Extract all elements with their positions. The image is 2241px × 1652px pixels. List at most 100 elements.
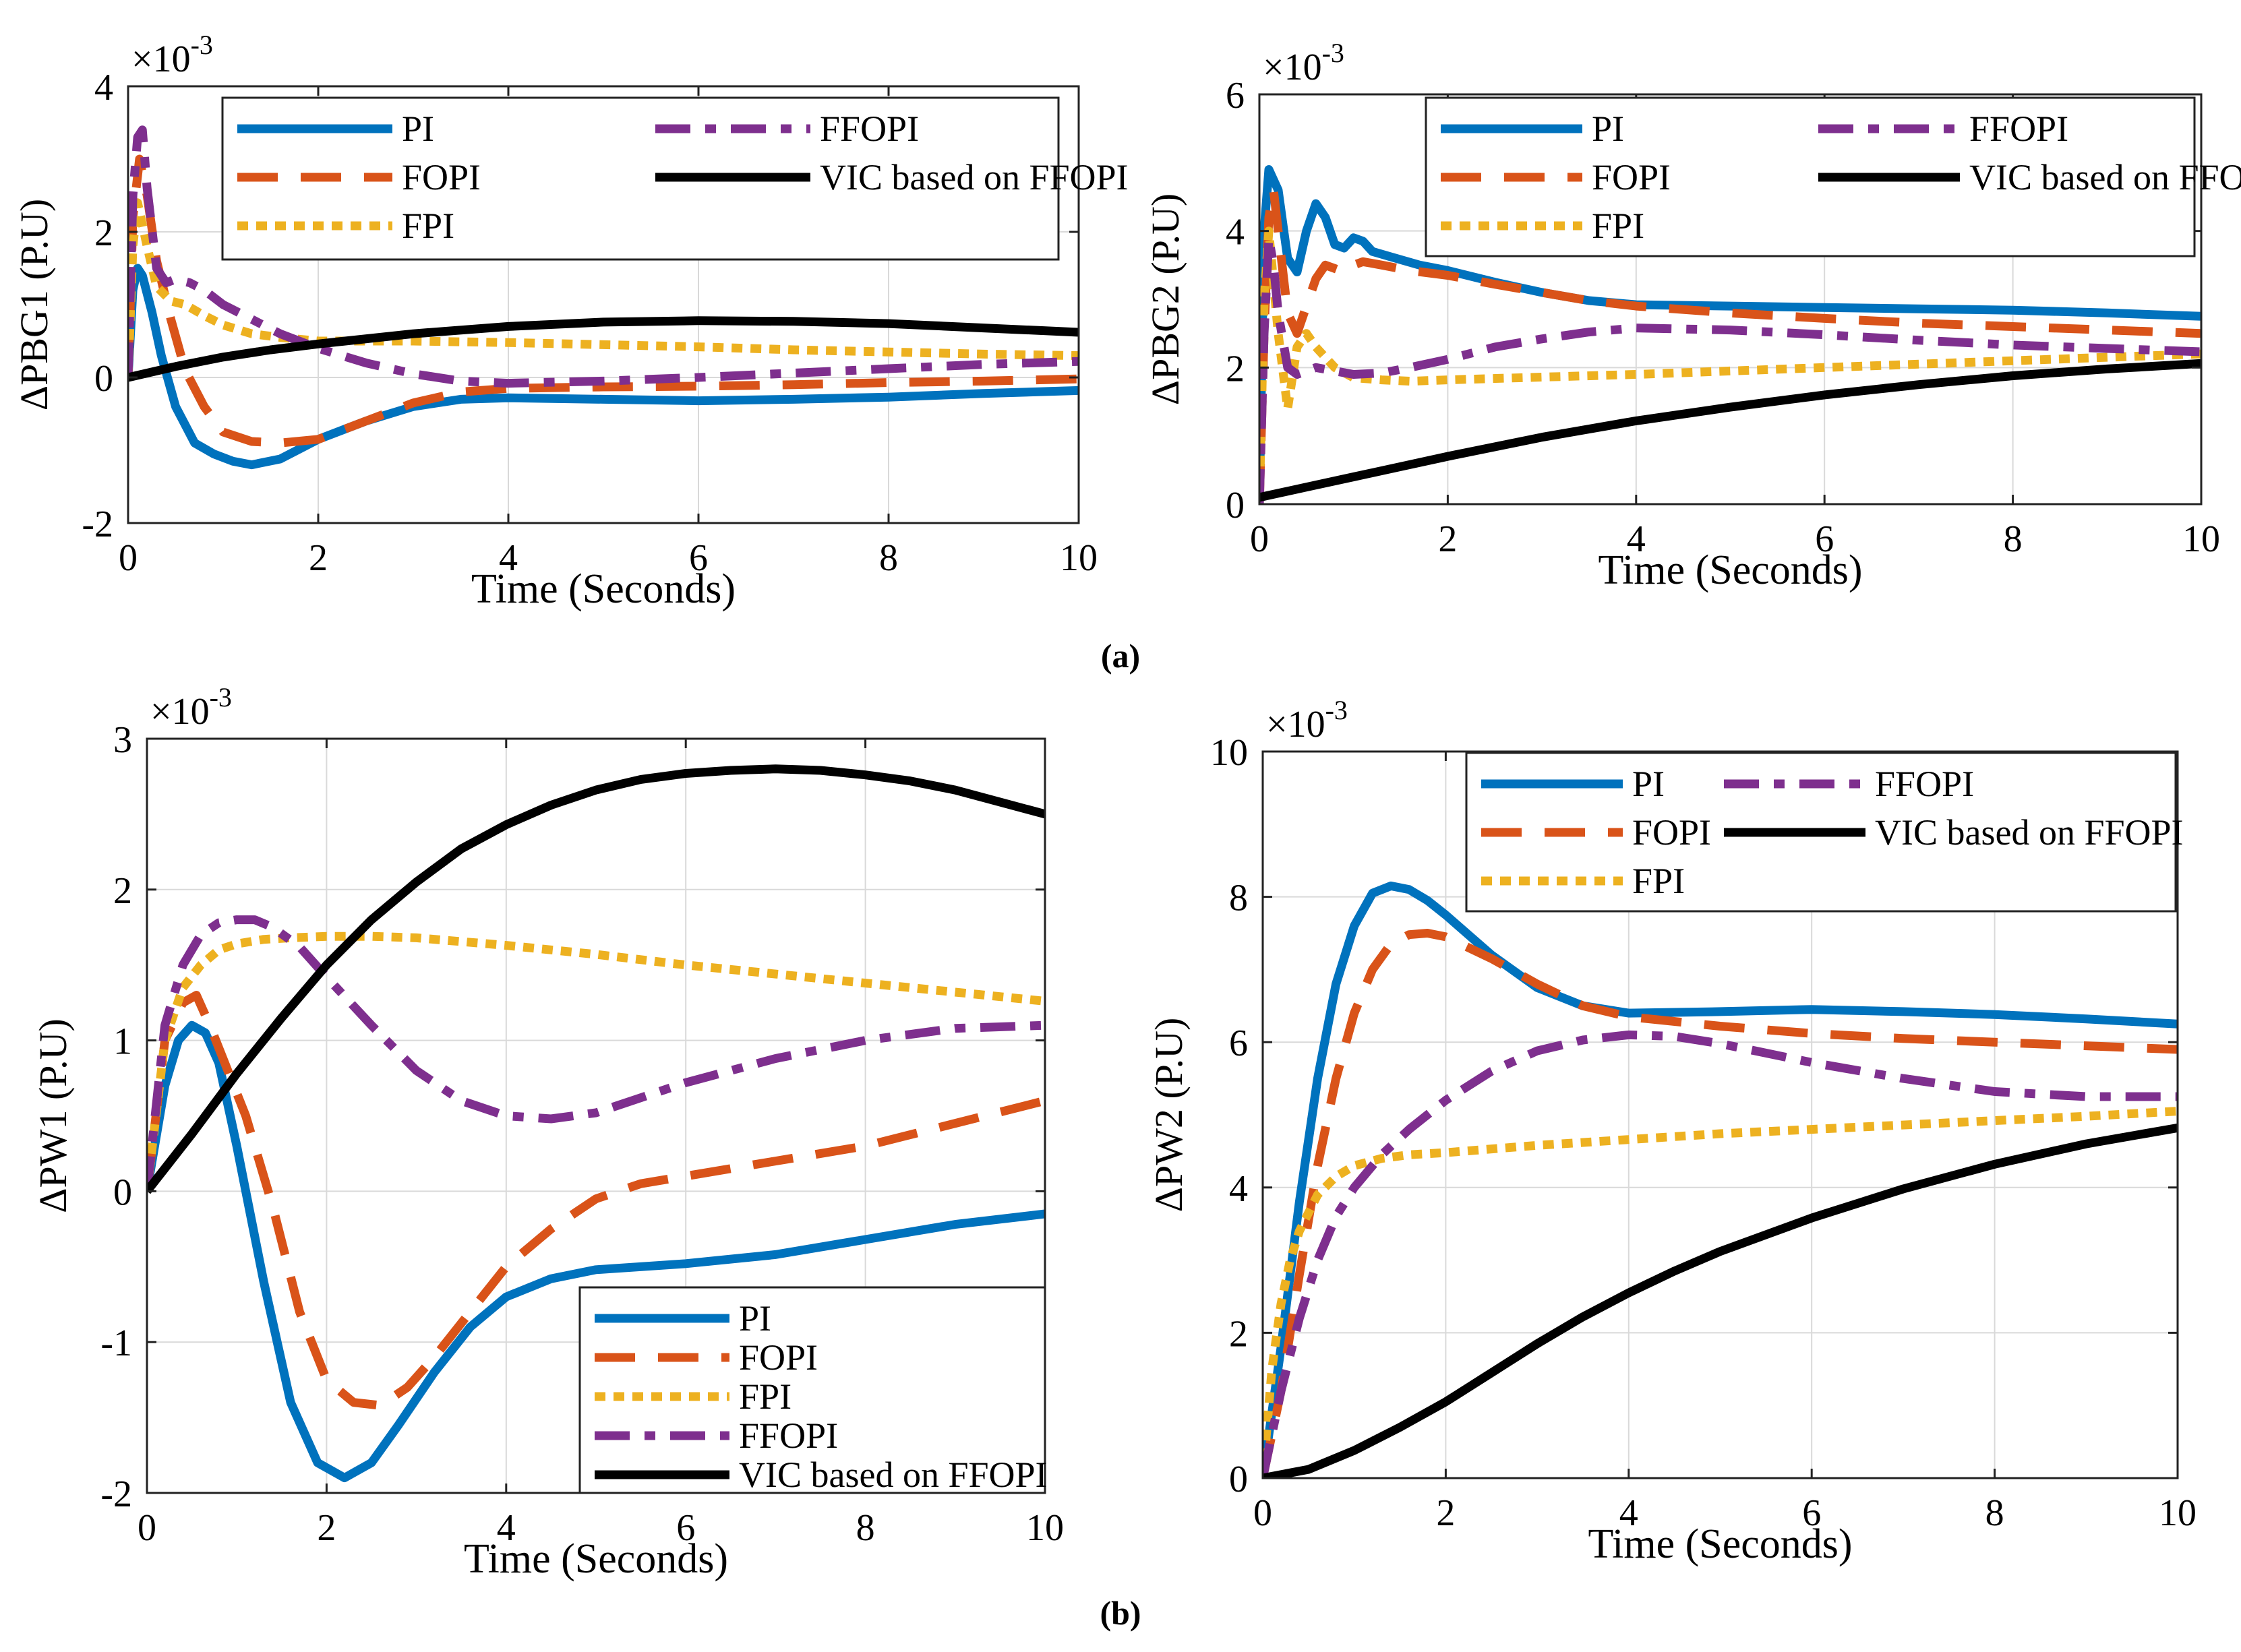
- legend-label-ffopi: FFOPI: [739, 1415, 838, 1456]
- caption-b: (b): [1100, 1594, 1141, 1632]
- x-tick-label: 6: [1815, 518, 1834, 560]
- axis-multiplier-exponent: -3: [1325, 695, 1348, 725]
- x-tick-label: 0: [138, 1507, 156, 1549]
- x-tick-label: 10: [1026, 1507, 1064, 1549]
- series-line-ffopi: [1263, 1030, 2178, 1478]
- y-tick-label: 0: [1229, 1459, 1248, 1500]
- x-tick-label: 4: [1627, 518, 1646, 560]
- y-tick-label: 2: [94, 212, 113, 254]
- y-axis-label: ΔPW1 (P.U): [31, 1018, 75, 1213]
- y-tick-label: 8: [1229, 878, 1248, 919]
- legend-label-fopi: FOPI: [1592, 157, 1671, 197]
- legend-label-ffopi: FFOPI: [1875, 764, 1974, 804]
- axes-box: [1258, 93, 2203, 506]
- legend-label-fpi: FPI: [402, 206, 454, 246]
- legend-label-pi: PI: [1632, 764, 1665, 804]
- axes-box: [127, 85, 1080, 524]
- x-tick-label: 0: [1250, 518, 1269, 560]
- x-axis-label: Time (Seconds): [464, 1536, 728, 1582]
- series-line-fopi: [147, 991, 1045, 1410]
- x-tick-label: 8: [2004, 518, 2023, 560]
- x-tick-label: 4: [1619, 1492, 1638, 1534]
- x-tick-label: 6: [689, 537, 708, 579]
- y-tick-label: 4: [1229, 1168, 1248, 1210]
- legend-label-ffopi: FFOPI: [820, 109, 919, 149]
- legend-label-vic-based-on-ffopi: VIC based on FFOPI: [739, 1455, 1048, 1495]
- y-tick-label: 2: [1229, 1313, 1248, 1355]
- caption-a: (a): [1101, 637, 1140, 675]
- y-tick-label: 4: [1226, 212, 1245, 253]
- series-lines: [1263, 881, 2178, 1478]
- axes-box: [1261, 750, 2179, 1479]
- series-line-pi: [1263, 881, 2178, 1478]
- x-tick-label: 0: [1253, 1492, 1272, 1534]
- y-tick-label: -2: [100, 1473, 132, 1515]
- y-tick-label: -2: [82, 503, 113, 545]
- y-axis-label: ΔPBG1 (P.U): [12, 199, 56, 410]
- legend-label-pi: PI: [1592, 109, 1624, 149]
- x-tick-label: 2: [317, 1507, 336, 1549]
- x-axis-label: Time (Seconds): [471, 566, 736, 612]
- series-line-pi: [147, 1020, 1045, 1483]
- legend-label-fopi: FOPI: [402, 157, 481, 197]
- x-tick-label: 10: [1060, 537, 1098, 579]
- legend-label-vic-based-on-ffopi: VIC based on FFOPI: [1875, 812, 2184, 853]
- y-tick-label: 3: [113, 719, 132, 761]
- x-axis-label: Time (Seconds): [1588, 1521, 1852, 1567]
- series-line-vic-based-on-ffopi: [147, 764, 1045, 1194]
- series-line-vic-based-on-ffopi: [1263, 1123, 2178, 1478]
- y-axis-label: ΔPW2 (P.U): [1147, 1018, 1191, 1213]
- y-tick-label: 0: [1226, 485, 1245, 526]
- x-tick-label: 8: [879, 537, 898, 579]
- y-tick-label: 2: [113, 870, 132, 912]
- legend-label-ffopi: FFOPI: [1969, 109, 2068, 149]
- x-tick-label: 6: [676, 1507, 695, 1549]
- legend-label-vic-based-on-ffopi: VIC based on FFOPI: [820, 157, 1129, 197]
- series-line-fpi: [147, 931, 1045, 1192]
- y-tick-label: 6: [1226, 75, 1245, 117]
- series-line-vic-based-on-ffopi: [1259, 359, 2201, 502]
- legend: PI FFOPI FOPI VIC based on FFOPI FPI: [1425, 96, 2241, 257]
- x-tick-label: 8: [1985, 1492, 2004, 1534]
- legend-label-pi: PI: [739, 1298, 771, 1339]
- x-tick-label: 4: [497, 1507, 516, 1549]
- axis-multiplier-exponent: -3: [1322, 38, 1344, 68]
- y-tick-label: 2: [1226, 348, 1245, 390]
- series-line-fopi: [128, 154, 1079, 448]
- x-axis-label: Time (Seconds): [1598, 547, 1862, 593]
- y-tick-label: 1: [113, 1021, 132, 1063]
- axis-multiplier-exponent: -3: [210, 682, 232, 712]
- series-line-pi: [1259, 165, 2201, 504]
- series-line-fopi: [1263, 929, 2178, 1478]
- y-tick-label: 10: [1210, 732, 1248, 774]
- series-lines: [128, 125, 1079, 470]
- x-tick-label: 0: [119, 537, 138, 579]
- series-line-fpi: [1263, 1107, 2178, 1478]
- legend: PI FFOPI FOPI VIC based on FFOPI FPI: [1465, 752, 2184, 913]
- y-tick-label: -1: [100, 1322, 132, 1364]
- y-tick-label: 6: [1229, 1022, 1248, 1064]
- y-tick-label: 4: [94, 67, 113, 109]
- legend-label-fopi: FOPI: [1632, 812, 1711, 853]
- series-lines: [1259, 165, 2201, 504]
- series-line-fopi: [1259, 185, 2201, 504]
- y-axis-label: ΔPBG2 (P.U): [1143, 193, 1187, 405]
- legend-label-fopi: FOPI: [739, 1337, 818, 1378]
- x-tick-label: 4: [499, 537, 518, 579]
- x-tick-label: 6: [1802, 1492, 1821, 1534]
- x-tick-label: 8: [856, 1507, 875, 1549]
- x-tick-label: 10: [2182, 518, 2220, 560]
- series-line-ffopi: [1259, 233, 2201, 504]
- series-lines: [147, 764, 1045, 1483]
- x-tick-label: 2: [309, 537, 328, 579]
- legend-label-vic-based-on-ffopi: VIC based on FFOPI: [1969, 157, 2241, 197]
- series-line-fpi: [1259, 226, 2201, 504]
- legend-label-fpi: FPI: [1632, 861, 1685, 901]
- x-tick-label: 2: [1438, 518, 1457, 560]
